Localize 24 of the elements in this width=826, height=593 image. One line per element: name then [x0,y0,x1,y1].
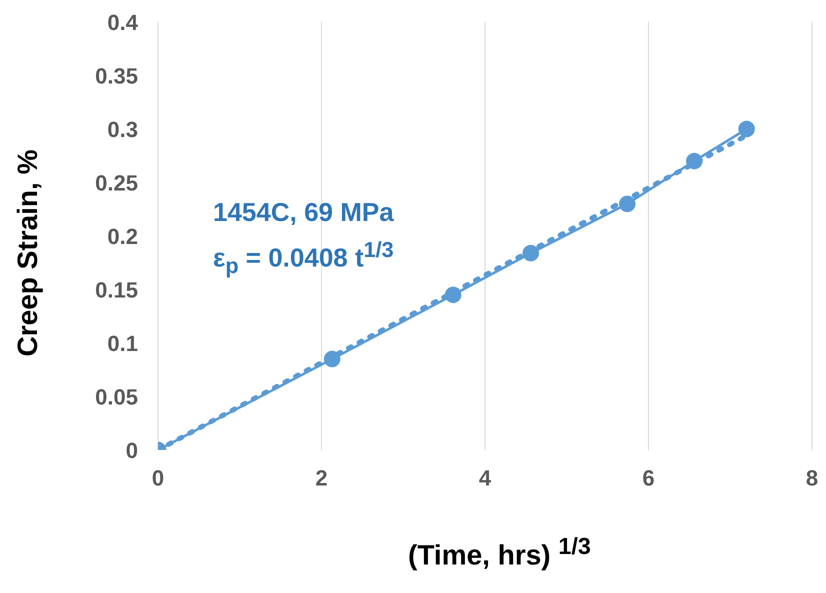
y-tick-label: 0.05 [95,384,138,410]
y-tick-label: 0.25 [95,170,138,196]
point [444,286,462,304]
point [324,350,340,368]
x-tick-label: 6 [642,466,655,491]
y-tick-label: 0.15 [95,277,138,302]
point [522,244,540,262]
annotation: ε$_{p}$ = 0.0408 t$^{1/3}$ [213,236,394,280]
point [686,152,703,170]
y-tick-label: 0.1 [107,330,138,356]
x-tick-label: 0 [152,466,164,491]
y-tick-label: 0.3 [107,116,138,142]
point [618,196,636,212]
annotation: 1454C, 69 MPa [213,196,394,229]
x-tick-label: 8 [806,466,818,491]
y-tick-label: 0 [126,438,138,463]
y-tick-label: 0.35 [95,63,138,88]
y-tick-label: 0.4 [107,10,139,35]
y-axis-title: Creep Strain, % [12,150,44,356]
x-axis-title: (Time, hrs) $^{1/3}$ [408,533,591,572]
point [738,120,755,138]
x-tick-label: 4 [478,466,492,491]
x-tick-label: 2 [315,466,328,491]
y-tick-label: 0.2 [107,224,138,249]
